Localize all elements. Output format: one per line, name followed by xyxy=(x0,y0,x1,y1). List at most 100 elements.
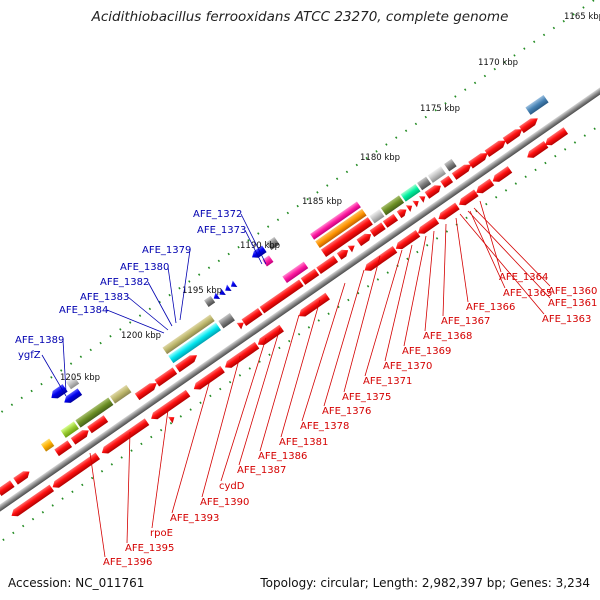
gene-afe-1395 xyxy=(236,322,244,330)
ruler-tick xyxy=(473,81,477,85)
ruler-tick xyxy=(248,367,251,370)
gene-label: AFE_1360 xyxy=(548,286,597,297)
gene-label: AFE_1367 xyxy=(441,316,490,327)
ruler-tick xyxy=(179,415,183,418)
gene-red-rev-9 xyxy=(364,246,398,271)
gene-red-rev-1 xyxy=(545,127,569,146)
gene-label: AFE_1376 xyxy=(322,406,371,417)
ruler-tick xyxy=(217,259,221,263)
gene-red-rev-3 xyxy=(492,166,513,182)
ruler-tick xyxy=(20,396,23,400)
ruler-tick xyxy=(385,143,388,146)
leader-line xyxy=(384,244,413,362)
gene-afe-1364 xyxy=(468,153,488,169)
ruler-tick xyxy=(219,387,222,391)
gene-label: AFE_1375 xyxy=(342,392,391,403)
ruler-tick xyxy=(572,13,575,16)
ruler-tick xyxy=(514,182,518,185)
gene-label: AFE_1381 xyxy=(279,437,328,448)
ruler-tick xyxy=(110,463,114,466)
gene-orange-fwd xyxy=(315,208,367,248)
ruler-tick xyxy=(563,148,567,151)
gene-red-fwd-1 xyxy=(134,383,157,401)
leader-line xyxy=(455,217,469,303)
gene-afe-1396 xyxy=(175,355,198,373)
ruler-tick xyxy=(237,245,240,249)
gene-afe-1379 xyxy=(213,292,221,300)
gene-red-fwd-3 xyxy=(70,430,89,445)
ruler-tick xyxy=(503,61,506,64)
gene-pink-blue-area xyxy=(262,255,274,267)
ruler-tick xyxy=(199,401,202,404)
gene-red-rev-4 xyxy=(476,178,495,194)
ruler-tick xyxy=(197,273,201,276)
gene-lightgray-fwd-2 xyxy=(369,209,385,224)
gene-label: AFE_1386 xyxy=(258,451,307,462)
gene-label: AFE_1372 xyxy=(193,209,242,220)
gene-afe-1368 xyxy=(418,196,426,203)
ruler-tick xyxy=(90,476,94,480)
leader-line xyxy=(403,235,427,347)
ruler-tick xyxy=(355,163,359,167)
leader-line xyxy=(467,210,551,299)
gene-label: AFE_1393 xyxy=(170,513,219,524)
gene-afe-1372 xyxy=(252,245,267,258)
gene-label: rpoE xyxy=(150,528,173,539)
gene-label: AFE_1373 xyxy=(197,225,246,236)
gene-afe-1365 xyxy=(451,164,472,180)
ruler-tick xyxy=(0,410,4,413)
ruler-tick xyxy=(71,490,74,494)
gene-red-rev-16 xyxy=(52,452,101,488)
tick-label: 1175 kbp xyxy=(420,104,460,114)
gene-label: AFE_1390 xyxy=(200,497,249,508)
ruler-tick xyxy=(326,184,329,187)
gene-gray-fwd-3 xyxy=(218,312,235,329)
leader-line xyxy=(280,299,321,438)
gene-cyan-fwd xyxy=(168,322,221,364)
ruler-tick xyxy=(40,382,43,386)
ruler-tick xyxy=(395,136,398,139)
tick-label: 1185 kbp xyxy=(302,197,342,207)
ruler-tick xyxy=(247,239,250,242)
gene-khaki-fwd-2 xyxy=(109,384,132,404)
ruler-tick xyxy=(69,362,73,365)
ruler-tick xyxy=(148,307,152,311)
ruler-tick xyxy=(61,497,64,500)
ruler-tick xyxy=(493,67,496,71)
ruler-tick xyxy=(316,191,319,194)
ruler-tick xyxy=(188,280,191,283)
ruler-tick xyxy=(158,300,161,304)
ruler-tick xyxy=(434,108,437,112)
gene-afe-1376 xyxy=(369,222,386,237)
ruler-tick xyxy=(266,225,270,228)
leader-line xyxy=(479,200,502,273)
forward-strand-features xyxy=(0,94,549,497)
ruler-tick xyxy=(278,346,281,350)
gene-afe-1382 xyxy=(225,284,232,292)
ruler-tick xyxy=(552,26,556,30)
tick-label: 1200 kbp xyxy=(121,331,161,341)
gene-red-fwd-2 xyxy=(87,415,109,434)
gene-afe-1393 xyxy=(241,307,263,326)
ruler-tick xyxy=(60,369,63,372)
gene-label: AFE_1384 xyxy=(59,305,108,316)
gene-pink-fwd-2 xyxy=(282,261,309,284)
tick-labels: 1165 kbp 1170 kbp 1175 kbp 1180 kbp 1185 kbp… xyxy=(60,12,600,383)
leader-line xyxy=(167,266,177,324)
gene-afe-1360 xyxy=(519,118,538,134)
gene-afe-1361 xyxy=(502,129,523,145)
gene-red-rev-14 xyxy=(151,389,191,420)
ruler-tick xyxy=(365,156,368,160)
leader-line xyxy=(343,255,381,393)
ruler-tick xyxy=(189,408,192,411)
gene-red-big xyxy=(320,217,373,258)
gene-ygfz xyxy=(65,376,80,390)
ruler-tick xyxy=(592,0,595,2)
gene-label: AFE_1380 xyxy=(120,262,169,273)
gene-label: AFE_1368 xyxy=(423,331,472,342)
leader-line xyxy=(179,249,191,321)
gene-afe-1375 xyxy=(382,213,399,228)
ruler-tick xyxy=(327,312,330,315)
tick-label: 1170 kbp xyxy=(478,58,518,68)
